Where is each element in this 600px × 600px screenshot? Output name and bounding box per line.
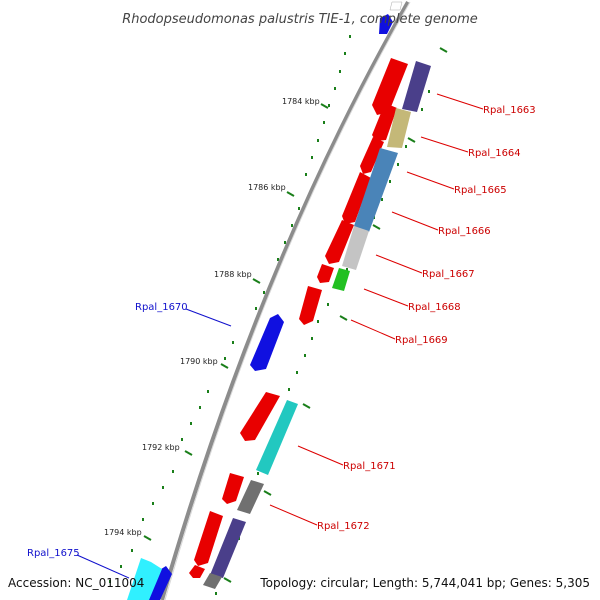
gene-rpal-1666 bbox=[342, 172, 371, 224]
gene-label-rpal-1675[interactable]: Rpal_1675 bbox=[27, 548, 80, 559]
gene-steelblue bbox=[354, 148, 398, 232]
gene-label-rpal-1669[interactable]: Rpal_1669 bbox=[395, 335, 448, 346]
kbp-major-ticks bbox=[143, 103, 329, 541]
minus-strand-genes bbox=[189, 58, 408, 578]
gene-label-rpal-1666[interactable]: Rpal_1666 bbox=[438, 226, 491, 237]
gene-label-rpal-1668[interactable]: Rpal_1668 bbox=[408, 302, 461, 313]
gene-rpal-1663 bbox=[372, 58, 408, 115]
kbp-label: 1790 kbp bbox=[180, 357, 218, 366]
map-title: Rhodopseudomonas palustris TIE-1, comple… bbox=[122, 12, 478, 27]
gene-rpal-1672 bbox=[222, 473, 244, 504]
gene-label-rpal-1663[interactable]: Rpal_1663 bbox=[483, 105, 536, 116]
gene-rpal-1671 bbox=[240, 392, 280, 441]
gene-cyan-1 bbox=[256, 400, 298, 475]
gene-khaki bbox=[387, 108, 411, 148]
gene-green bbox=[332, 268, 350, 291]
outer-tick-ring bbox=[109, 35, 351, 583]
genome-backbone-highlight bbox=[164, 1, 411, 600]
kbp-label: 1786 kbp bbox=[248, 183, 286, 192]
gene-label-rpal-1664[interactable]: Rpal_1664 bbox=[468, 148, 521, 159]
kbp-label: 1784 kbp bbox=[282, 97, 320, 106]
inner-major-ticks bbox=[223, 47, 448, 583]
gene-lightgray bbox=[342, 226, 369, 270]
kbp-label: 1794 kbp bbox=[104, 528, 142, 537]
genome-backbone bbox=[160, 1, 410, 600]
leader-lines bbox=[76, 93, 484, 579]
gene-label-rpal-1667[interactable]: Rpal_1667 bbox=[422, 269, 475, 280]
gene-rpal-1667a bbox=[325, 220, 354, 264]
gene-label-rpal-1665[interactable]: Rpal_1665 bbox=[454, 185, 507, 196]
gene-darkgray-1 bbox=[237, 480, 264, 514]
kbp-label: 1788 kbp bbox=[214, 270, 252, 279]
gene-rpal-1670 bbox=[250, 314, 284, 371]
gene-label-rpal-1671[interactable]: Rpal_1671 bbox=[343, 461, 396, 472]
gene-label-rpal-1670[interactable]: Rpal_1670 bbox=[135, 302, 188, 313]
gene-minus-8 bbox=[194, 511, 223, 566]
gene-rpal-1664 bbox=[372, 103, 397, 141]
gene-label-rpal-1672[interactable]: Rpal_1672 bbox=[317, 521, 370, 532]
gene-minus-9 bbox=[189, 565, 205, 578]
gene-top-partial bbox=[379, 1, 403, 34]
gene-purple-2 bbox=[210, 518, 246, 578]
gene-rpal-1669 bbox=[299, 286, 322, 325]
plus-strand-genes bbox=[127, 314, 284, 600]
gene-rpal-1667b bbox=[317, 264, 334, 283]
gene-darkgray-2 bbox=[203, 573, 222, 589]
gene-rpal-1665 bbox=[360, 137, 384, 174]
accession-text: Accession: NC_011004 bbox=[8, 576, 144, 590]
kbp-label: 1792 kbp bbox=[142, 443, 180, 452]
genome-summary-text: Topology: circular; Length: 5,744,041 bp… bbox=[259, 576, 590, 590]
inner-track-genes bbox=[203, 61, 431, 589]
gene-cyan-2 bbox=[127, 558, 162, 600]
gene-purple-1 bbox=[402, 61, 431, 112]
